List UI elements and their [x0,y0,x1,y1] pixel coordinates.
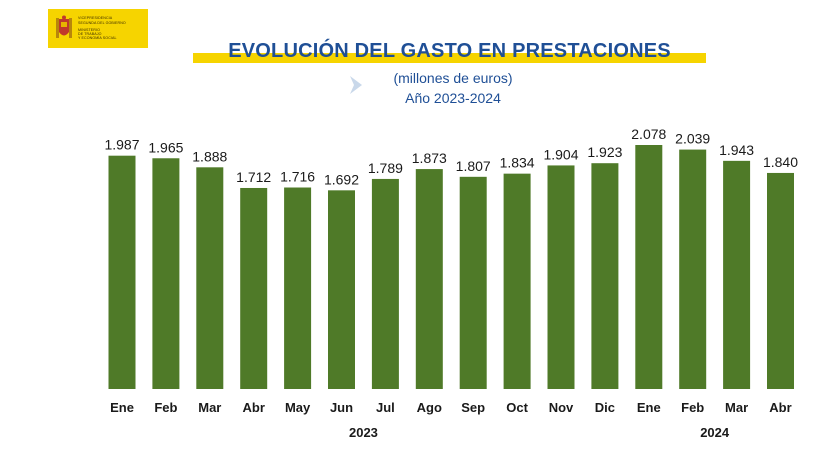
bar-data-label: 1.807 [456,158,491,174]
chart-subtitle-units: (millones de euros) [393,70,513,86]
bar [635,145,663,389]
bar [591,163,619,389]
x-tick-label: Sep [461,400,485,415]
bar [152,158,180,389]
bar [371,178,399,389]
x-tick-label: Feb [681,400,704,415]
chart-subtitle-period: Año 2023-2024 [405,90,501,106]
bar-data-label: 1.873 [412,150,447,166]
x-tick-label: Jul [376,400,395,415]
bar-data-label: 1.965 [148,139,183,155]
x-tick-label: Mar [198,400,221,415]
x-tick-label: Feb [154,400,177,415]
x-tick-label: Mar [725,400,748,415]
government-logo: VICEPRESIDENCIA SEGUNDA DEL GOBIERNO MIN… [48,9,148,48]
bar-data-label: 1.834 [500,155,535,171]
logo-line: SEGUNDA DEL GOBIERNO [78,20,126,25]
bar-data-label: 1.888 [192,148,227,164]
bar [503,173,531,389]
bar-data-label: 1.904 [543,146,578,162]
x-tick-label: Oct [506,400,528,415]
bar-data-label: 1.943 [719,142,754,158]
logo-line: VICEPRESIDENCIA [78,16,113,21]
x-tick-label: Ago [417,400,442,415]
bar-data-label: 1.987 [104,137,139,153]
bar [415,169,443,389]
bar [196,167,224,389]
logo-line: Y ECONOMÍA SOCIAL [78,36,117,41]
bar [767,172,794,389]
chevron-right-icon [350,76,362,94]
logo-line: MINISTERIO [78,27,100,32]
bar [723,160,751,389]
bar-data-label: 1.789 [368,160,403,176]
bar [547,165,575,389]
logo-text: VICEPRESIDENCIA SEGUNDA DEL GOBIERNO MIN… [78,16,126,40]
bar [284,187,312,389]
bar-data-label: 1.923 [587,144,622,160]
year-group-label: 2024 [700,425,730,440]
x-tick-label: Abr [243,400,265,415]
x-tick-label: Jun [330,400,353,415]
bar-data-label: 2.039 [675,131,710,147]
x-tick-label: May [285,400,311,415]
logo-line: DE TRABAJO [78,32,102,37]
coat-of-arms-icon [56,15,72,38]
x-tick-label: Abr [769,400,791,415]
chart-title: EVOLUCIÓN DEL GASTO EN PRESTACIONES [228,40,671,62]
bar-data-label: 1.840 [763,154,798,170]
bar [679,149,707,389]
x-tick-label: Ene [637,400,661,415]
bar-data-label: 1.716 [280,169,315,185]
bar-data-label: 1.712 [236,169,271,185]
bar [459,176,487,389]
x-tick-label: Dic [595,400,615,415]
bar [108,155,136,389]
year-group-label: 2023 [349,425,378,440]
bar [240,187,268,389]
x-tick-label: Ene [110,400,134,415]
title-band: EVOLUCIÓN DEL GASTO EN PRESTACIONES [193,40,706,64]
bar-data-label: 2.078 [631,126,666,142]
title-highlight [193,53,706,63]
bar [328,190,355,389]
x-tick-label: Nov [549,400,574,415]
bar-data-label: 1.692 [324,171,359,187]
